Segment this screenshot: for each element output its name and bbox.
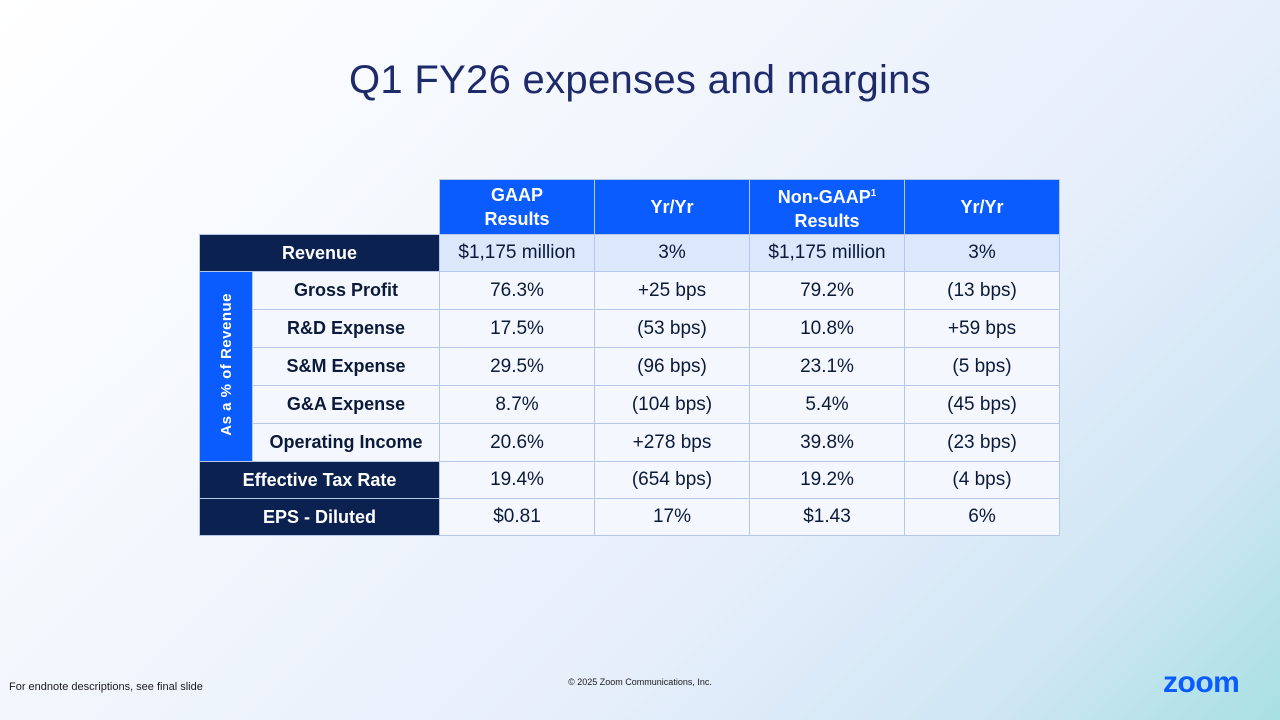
table-row-sm-expense: S&M Expense 29.5% (96 bps) 23.1% (5 bps) [200,347,1060,386]
gaap-value: $0.81 [439,498,595,536]
header-nongaap-line1: Non-GAAP [777,186,871,207]
header-nongaap-yoy: Yr/Yr [904,179,1060,235]
gaap-value: 17.5% [439,309,595,348]
nongaap-yoy-value: (45 bps) [904,385,1060,424]
nongaap-value: $1.43 [749,498,905,536]
copyright-notice: © 2025 Zoom Communications, Inc. [568,677,712,687]
table-row-eps-diluted: EPS - Diluted $0.81 17% $1.43 6% [199,498,1060,536]
header-gaap-line1: GAAP [490,185,543,205]
table-row-gross-profit: As a % of Revenue Gross Profit 76.3% +25… [199,271,1060,462]
gaap-yoy-value: (104 bps) [594,385,750,424]
nongaap-value: 5.4% [749,385,905,424]
gaap-yoy-value: (654 bps) [594,461,750,499]
zoom-logo: zoom [1163,666,1240,699]
nongaap-value: 79.2% [749,271,905,310]
gaap-value: 76.3% [439,271,595,310]
nongaap-yoy-value: (23 bps) [904,423,1060,462]
gaap-value: $1,175 million [439,234,595,272]
gaap-yoy-value: +25 bps [594,271,750,310]
nongaap-value: 10.8% [749,309,905,348]
header-gaap-results: GAAP Results [439,179,595,235]
table-header-row: GAAP Results Yr/Yr Non-GAAP1 Results Yr/… [200,179,1060,235]
table-row-ga-expense: G&A Expense 8.7% (104 bps) 5.4% (45 bps) [200,385,1060,424]
nongaap-yoy-value: (13 bps) [904,271,1060,310]
gaap-value: 19.4% [439,461,595,499]
gaap-yoy-value: 17% [594,498,750,536]
nongaap-value: 39.8% [749,423,905,462]
table-row-operating-income: Operating Income 20.6% +278 bps 39.8% (2… [200,423,1060,462]
gaap-yoy-value: +278 bps [594,423,750,462]
header-gaap-line2: Results [484,209,550,229]
header-gaap-yoy: Yr/Yr [594,179,750,235]
slide-title: Q1 FY26 expenses and margins [348,58,932,102]
nongaap-yoy-value: (5 bps) [904,347,1060,386]
row-label: EPS - Diluted [199,498,440,536]
gaap-value: 29.5% [439,347,595,386]
gaap-yoy-value: (53 bps) [594,309,750,348]
row-label: Operating Income [252,423,440,462]
row-label: Effective Tax Rate [199,461,440,499]
header-nongaap-results: Non-GAAP1 Results [749,179,905,235]
table-row-rd-expense: R&D Expense 17.5% (53 bps) 10.8% +59 bps [200,309,1060,348]
table-row-effective-tax-rate: Effective Tax Rate 19.4% (654 bps) 19.2%… [199,461,1060,499]
nongaap-value: 19.2% [749,461,905,499]
nongaap-yoy-value: +59 bps [904,309,1060,348]
nongaap-yoy-value: 3% [904,234,1060,272]
gaap-yoy-value: 3% [594,234,750,272]
group-label-text: As a % of Revenue [217,293,235,436]
row-label: S&M Expense [252,347,440,386]
nongaap-value: 23.1% [749,347,905,386]
header-blank-cell [200,180,440,235]
nongaap-yoy-value: (4 bps) [904,461,1060,499]
table-row-revenue: Revenue $1,175 million 3% $1,175 million… [199,234,1060,272]
row-label: R&D Expense [252,309,440,348]
gaap-value: 20.6% [439,423,595,462]
row-label: Gross Profit [252,271,440,310]
group-label-percent-of-revenue: As a % of Revenue [199,271,253,462]
footnote-marker: 1 [870,187,877,199]
row-label: Revenue [199,234,440,272]
endnote-reference: For endnote descriptions, see final slid… [9,681,203,693]
nongaap-yoy-value: 6% [904,498,1060,536]
gaap-yoy-value: (96 bps) [594,347,750,386]
row-label: G&A Expense [252,385,440,424]
nongaap-value: $1,175 million [749,234,905,272]
header-nongaap-line2: Results [794,210,860,231]
gaap-value: 8.7% [439,385,595,424]
expenses-margins-table: GAAP Results Yr/Yr Non-GAAP1 Results Yr/… [199,179,1060,536]
